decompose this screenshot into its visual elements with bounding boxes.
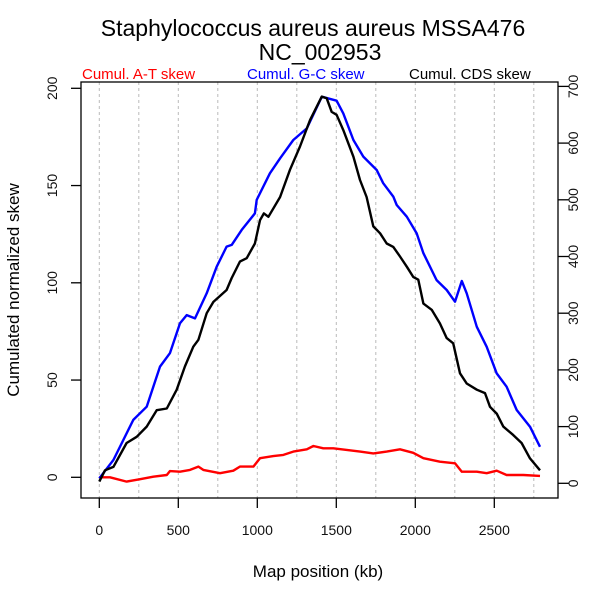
y-left-tick-label: 200: [44, 76, 60, 100]
gridlines: [98, 82, 535, 498]
y-left-tick-label: 150: [44, 174, 60, 198]
x-tick-label: 500: [167, 522, 191, 538]
x-tick-label: 2000: [400, 522, 431, 538]
y-left-tick-label: 100: [44, 271, 60, 295]
chart-subtitle: NC_002953: [259, 39, 382, 65]
y-right-tick-label: 700: [565, 75, 581, 99]
y-right-tick-label: 400: [565, 245, 581, 269]
series-line-cumul-g-c-skew: [98, 95, 542, 480]
chart-title: Staphylococcus aureus aureus MSSA476: [101, 15, 525, 41]
x-axis-title: Map position (kb): [253, 562, 383, 581]
legend-cds-skew: Cumul. CDS skew: [409, 66, 531, 83]
series-line-cumul-a-t-skew: [99, 444, 541, 483]
x-tick-label: 2500: [479, 522, 510, 538]
y-right-tick-label: 100: [565, 415, 581, 439]
x-tick-label: 1500: [321, 522, 352, 538]
axes: 0 500 1000 1500 2000 250005010015020001002003…: [44, 75, 581, 538]
y-right-tick-label: 500: [565, 188, 581, 212]
y-right-tick-label: 600: [565, 131, 581, 155]
y-right-tick-label: 300: [565, 301, 581, 325]
legend-at-skew: Cumul. A-T skew: [82, 66, 195, 83]
y-right-tick-label: 0: [565, 479, 581, 487]
y-left-tick-label: 50: [44, 372, 60, 388]
y-left-tick-label: 0: [44, 473, 60, 481]
x-tick-label: 1000: [242, 522, 273, 538]
series-line-cumul-cds-skew: [98, 95, 541, 483]
legend-gc-skew: Cumul. G-C skew: [247, 66, 365, 83]
y-axis-title: Cumulated normalized skew: [4, 183, 23, 397]
series-lines: [98, 95, 542, 483]
plot-frame: [80, 81, 559, 499]
y-right-tick-label: 200: [565, 358, 581, 382]
x-tick-label: 0: [95, 522, 103, 538]
